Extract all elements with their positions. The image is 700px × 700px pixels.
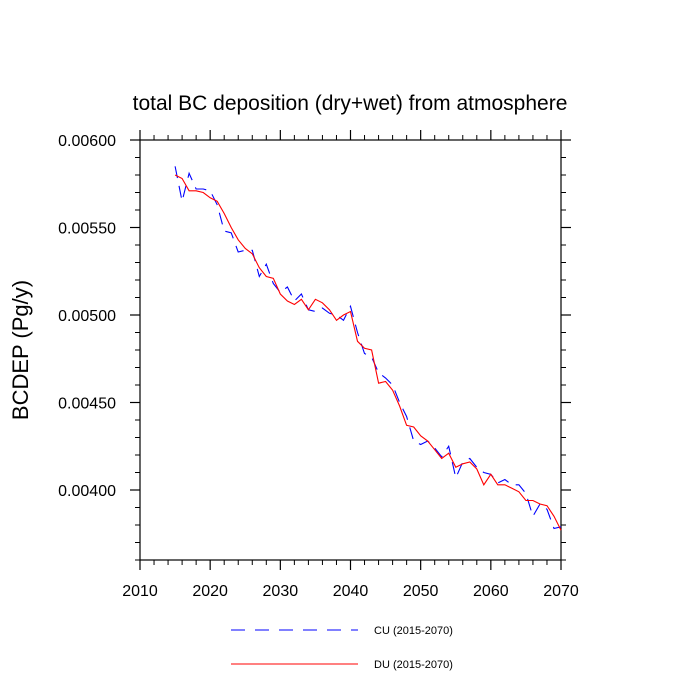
chart-title: total BC deposition (dry+wet) from atmos… bbox=[133, 92, 568, 115]
y-tick-label: 0.00400 bbox=[58, 483, 116, 500]
y-tick-label: 0.00450 bbox=[58, 396, 116, 413]
y-tick-label: 0.00500 bbox=[58, 308, 116, 325]
legend: CU (2015-2070) DU (2015-2070) bbox=[231, 625, 453, 671]
x-tick-label: 2020 bbox=[192, 583, 228, 600]
series-line-du bbox=[174, 174, 562, 531]
x-tick-label: 2050 bbox=[403, 583, 439, 600]
x-tick-label: 2060 bbox=[473, 583, 509, 600]
data-series bbox=[174, 166, 562, 531]
y-tick-label: 0.00550 bbox=[58, 221, 116, 238]
x-tick-label: 2010 bbox=[122, 583, 158, 600]
legend-label-du: DU (2015-2070) bbox=[374, 659, 453, 671]
series-line-cu bbox=[174, 166, 562, 530]
x-tick-label: 2040 bbox=[333, 583, 369, 600]
y-tick-label: 0.00600 bbox=[58, 133, 116, 150]
axis-tick-labels: 2010 2020 2030 2040 2050 2060 2070 0.00400 0.004… bbox=[58, 133, 579, 600]
x-tick-label: 2070 bbox=[543, 583, 579, 600]
plot-area bbox=[139, 139, 562, 561]
axis-ticks bbox=[130, 130, 571, 570]
legend-label-cu: CU (2015-2070) bbox=[374, 625, 453, 637]
plot-border bbox=[139, 139, 562, 561]
y-axis-label: BCDEP (Pg/y) bbox=[8, 280, 33, 420]
x-tick-label: 2030 bbox=[263, 583, 299, 600]
